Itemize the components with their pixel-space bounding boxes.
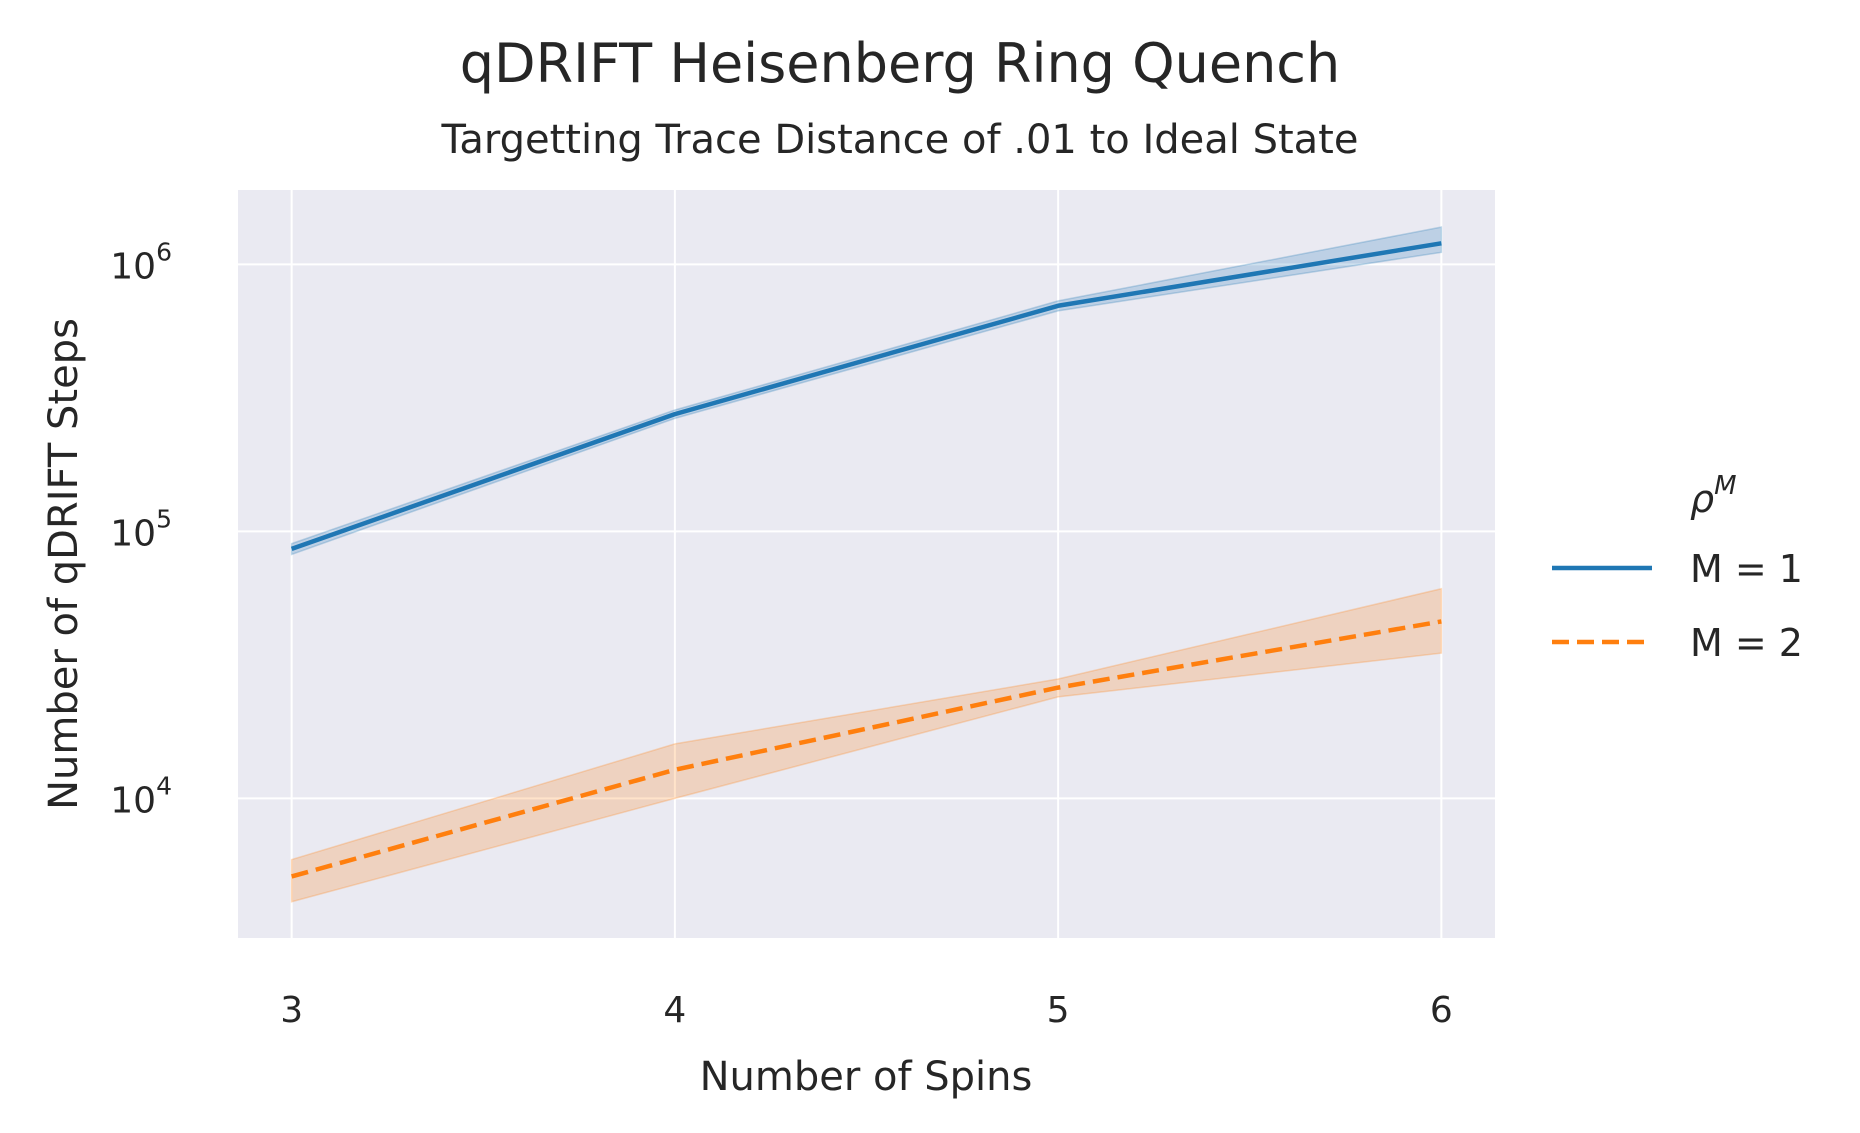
ci-band-m2 [290, 587, 1443, 903]
series-line-m1 [290, 241, 1442, 552]
legend: ρM M = 1 M = 2 [1552, 471, 1803, 665]
x-tick-label: 4 [663, 990, 686, 1031]
x-tick-label: 6 [1430, 990, 1453, 1031]
y-tick-label: 105 [110, 504, 172, 554]
x-tick-label: 5 [1047, 990, 1070, 1031]
chart-subtitle: Targetting Trace Distance of .01 to Idea… [441, 117, 1359, 163]
series-line-m2 [291, 619, 1442, 879]
y-axis-label: Number of qDRIFT Steps [41, 318, 87, 810]
y-tick-label: 106 [110, 237, 172, 287]
plot-area [238, 190, 1495, 938]
y-tick-labels: 104 105 106 [110, 237, 172, 821]
series-lines [290, 241, 1442, 879]
y-tick-label: 104 [110, 771, 172, 821]
chart-title: qDRIFT Heisenberg Ring Quench [460, 32, 1340, 95]
legend-title: ρM [1690, 471, 1737, 521]
grid-lines [238, 190, 1495, 938]
x-axis-label: Number of Spins [700, 1054, 1033, 1100]
x-tick-labels: 3 4 5 6 [280, 990, 1453, 1031]
x-tick-label: 3 [280, 990, 303, 1031]
legend-label-m1: M = 1 [1690, 547, 1803, 591]
legend-label-m2: M = 2 [1690, 621, 1803, 665]
